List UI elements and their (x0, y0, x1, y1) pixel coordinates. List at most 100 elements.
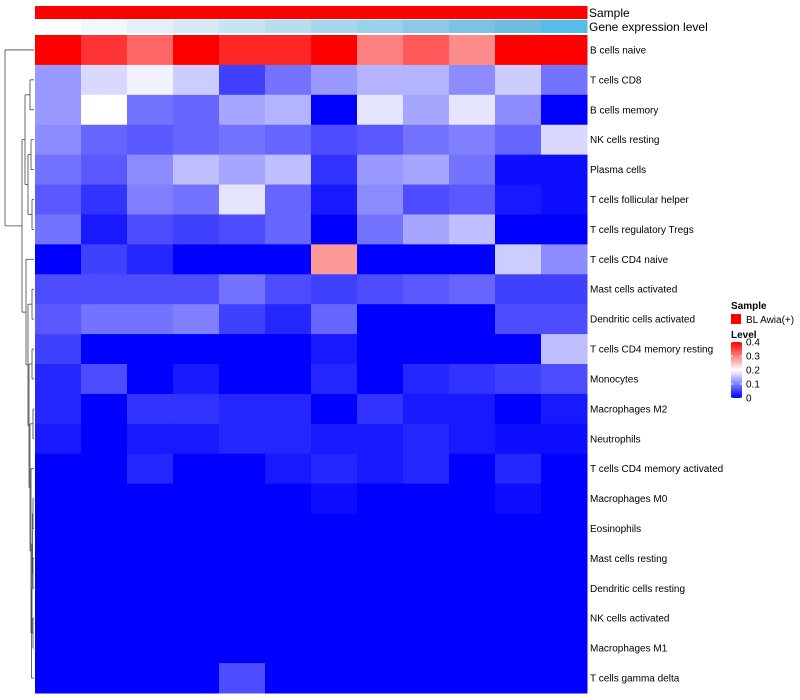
heatmap-cell (127, 573, 174, 604)
heatmap-cell (541, 274, 588, 305)
heatmap-cell (449, 513, 496, 544)
heatmap-cell (35, 364, 82, 395)
heatmap-cell (265, 513, 312, 544)
annotation-track-label: Sample (589, 6, 630, 20)
heatmap-cell (311, 214, 358, 245)
heatmap-cell (35, 35, 82, 66)
heatmap-cell (265, 334, 312, 365)
heatmap-cell (127, 603, 174, 634)
legend-sample-swatch (731, 314, 741, 324)
heatmap-cell (81, 453, 128, 485)
heatmap-cell (495, 35, 542, 66)
heatmap-cell (265, 304, 312, 335)
heatmap-cell (173, 184, 220, 215)
heatmap-cell (173, 214, 220, 245)
row-label: Plasma cells (590, 165, 646, 176)
heatmap-cell (81, 124, 128, 156)
heatmap-cell (449, 214, 496, 245)
heatmap-cell (127, 334, 174, 365)
heatmap-cell (311, 334, 358, 365)
heatmap-cell (265, 244, 312, 275)
heatmap-cell (403, 244, 450, 275)
heatmap-cell (495, 603, 542, 634)
heatmap-cell (265, 663, 312, 694)
heatmap-cell (311, 364, 358, 395)
heatmap-cell (311, 483, 358, 515)
heatmap-cell (403, 513, 450, 544)
heatmap-cell (35, 423, 82, 455)
heatmap-cell (127, 304, 174, 335)
heatmap-cell (403, 543, 450, 574)
heatmap-cell (357, 573, 404, 604)
heatmap-cell (311, 453, 358, 485)
heatmap-cell (35, 214, 82, 245)
heatmap-cell (357, 64, 404, 96)
heatmap-cell (357, 154, 404, 186)
heatmap-cell (173, 633, 220, 664)
heatmap-cell (127, 274, 174, 305)
heatmap-cell (403, 274, 450, 305)
row-label: Macrophages M2 (590, 404, 668, 415)
heatmap-cell (35, 543, 82, 574)
row-label: B cells naive (590, 45, 647, 56)
heatmap-cell (541, 94, 588, 126)
heatmap-cell (403, 573, 450, 604)
annotation-cell (127, 20, 174, 33)
heatmap-cell (35, 184, 82, 215)
heatmap-cell (265, 214, 312, 245)
heatmap-cell (219, 304, 266, 335)
heatmap-cell (127, 663, 174, 694)
heatmap-cell (495, 244, 542, 275)
heatmap-cell (311, 393, 358, 425)
heatmap-cell (173, 543, 220, 574)
heatmap-cell (403, 633, 450, 664)
heatmap-cell (449, 364, 496, 395)
heatmap-cell (173, 304, 220, 335)
annotation-cell (403, 20, 450, 33)
row-label: Mast cells resting (590, 554, 667, 565)
heatmap-cell (495, 304, 542, 335)
row-label: Macrophages M1 (590, 644, 668, 655)
heatmap-cell (81, 244, 128, 275)
heatmap-cell (81, 393, 128, 425)
heatmap-cell (35, 633, 82, 664)
heatmap-cell (311, 603, 358, 634)
legend-tick-label: 0.4 (746, 338, 760, 349)
heatmap-cell (541, 573, 588, 604)
row-label: T cells CD4 memory resting (590, 345, 713, 356)
heatmap-cell (495, 94, 542, 126)
heatmap-cell (127, 633, 174, 664)
heatmap-cell (127, 35, 174, 66)
heatmap-cell (35, 393, 82, 425)
heatmap-cell (541, 304, 588, 335)
heatmap-cells (35, 35, 588, 694)
heatmap-cell (219, 214, 266, 245)
heatmap-cell (403, 603, 450, 634)
heatmap-cell (265, 483, 312, 515)
heatmap-cell (541, 124, 588, 156)
heatmap-cell (35, 64, 82, 96)
row-label: T cells regulatory Tregs (590, 225, 694, 236)
heatmap-cell (403, 94, 450, 126)
heatmap-cell (81, 94, 128, 126)
heatmap-cell (219, 64, 266, 96)
heatmap-cell (495, 573, 542, 604)
heatmap-cell (449, 633, 496, 664)
heatmap-cell (265, 364, 312, 395)
heatmap-cell (219, 334, 266, 365)
row-label: Eosinophils (590, 524, 641, 535)
annotation-cell (219, 20, 266, 33)
row-label: T cells CD4 naive (590, 255, 669, 266)
heatmap-cell (219, 453, 266, 485)
heatmap-cell (357, 244, 404, 275)
heatmap-cell (35, 124, 82, 156)
heatmap-cell (311, 633, 358, 664)
heatmap-cell (81, 483, 128, 515)
heatmap-cell (357, 603, 404, 634)
heatmap-cell (311, 513, 358, 544)
heatmap-cell (35, 274, 82, 305)
heatmap-cell (403, 364, 450, 395)
legend-tick-label: 0 (746, 394, 752, 405)
heatmap-cell (127, 244, 174, 275)
